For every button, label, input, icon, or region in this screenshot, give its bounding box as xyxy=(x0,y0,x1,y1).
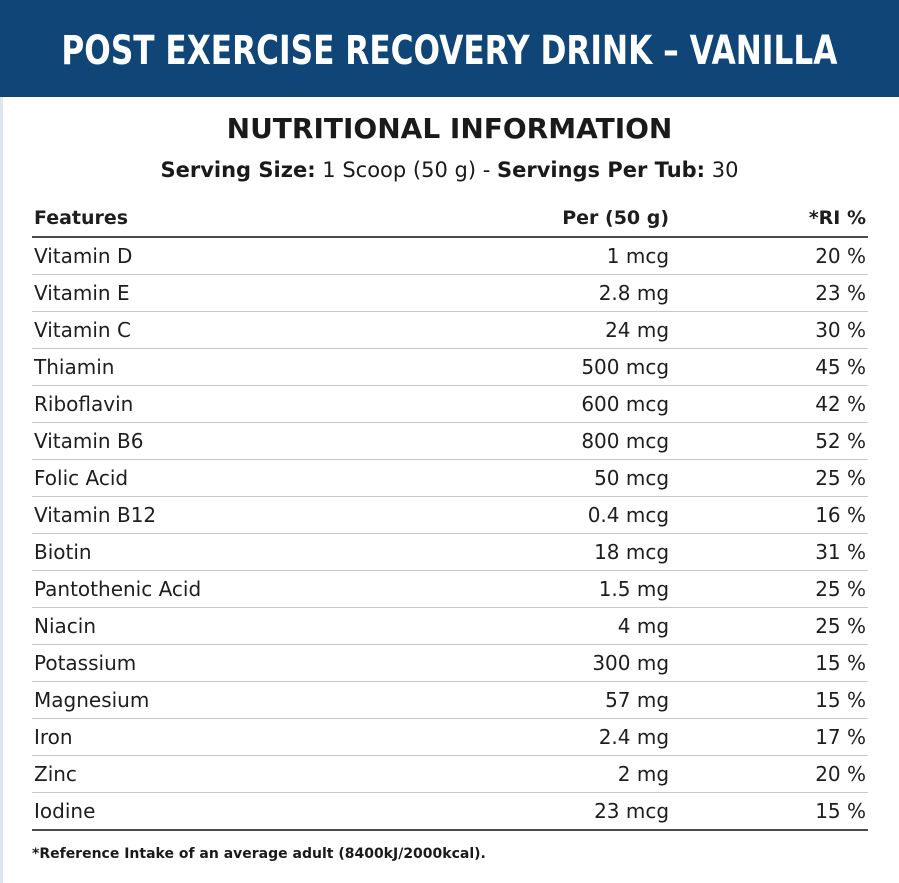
amount-per-serving: 300 mg xyxy=(450,644,672,682)
serving-info: Serving Size: 1 Scoop (50 g) - Servings … xyxy=(0,158,899,182)
table-row: Pantothenic Acid 1.5 mg 25 % xyxy=(32,570,868,608)
nutrient-name: Folic Acid xyxy=(32,459,451,497)
nutrient-name: Magnesium xyxy=(32,681,451,719)
amount-per-serving: 50 mcg xyxy=(450,459,672,497)
header-ri-percent: *RI % xyxy=(671,200,868,238)
servings-per-tub-label: Servings Per Tub: xyxy=(496,158,706,182)
amount-per-serving: 23 mcg xyxy=(450,792,672,831)
table-row: Iron 2.4 mg 17 % xyxy=(32,718,868,756)
table-header-row: Features Per (50 g) *RI % xyxy=(32,200,868,238)
nutrient-name: Biotin xyxy=(32,533,451,571)
nutrient-name: Iodine xyxy=(32,792,451,831)
ri-percent: 25 % xyxy=(671,570,868,608)
amount-per-serving: 1 mcg xyxy=(450,237,672,275)
nutrient-name: Niacin xyxy=(32,607,451,645)
table-row: Vitamin E 2.8 mg 23 % xyxy=(32,274,868,312)
amount-per-serving: 500 mcg xyxy=(450,348,672,386)
servings-per-tub-value: 30 xyxy=(711,158,739,182)
serving-size-value: 1 Scoop (50 g) xyxy=(322,158,477,182)
amount-per-serving: 18 mcg xyxy=(450,533,672,571)
table-row: Thiamin 500 mcg 45 % xyxy=(32,348,868,386)
section-heading: NUTRITIONAL INFORMATION xyxy=(226,112,673,145)
ri-percent: 30 % xyxy=(671,311,868,349)
ri-percent: 16 % xyxy=(671,496,868,534)
nutrient-name: Vitamin B6 xyxy=(32,422,451,460)
nutrient-name: Iron xyxy=(32,718,451,756)
product-title: POST EXERCISE RECOVERY DRINK – VANILLA xyxy=(61,27,838,74)
amount-per-serving: 1.5 mg xyxy=(450,570,672,608)
header-features: Features xyxy=(32,200,451,238)
table-row: Iodine 23 mcg 15 % xyxy=(32,792,868,831)
amount-per-serving: 2.4 mg xyxy=(450,718,672,756)
amount-per-serving: 800 mcg xyxy=(450,422,672,460)
ri-percent: 20 % xyxy=(671,755,868,793)
nutrient-name: Vitamin C xyxy=(32,311,451,349)
ri-percent: 20 % xyxy=(671,237,868,275)
ri-percent: 23 % xyxy=(671,274,868,312)
table-row: Vitamin C 24 mg 30 % xyxy=(32,311,868,349)
table-row: Niacin 4 mg 25 % xyxy=(32,607,868,645)
header-per-serving: Per (50 g) xyxy=(450,200,672,238)
ri-percent: 45 % xyxy=(671,348,868,386)
amount-per-serving: 57 mg xyxy=(450,681,672,719)
ri-percent: 17 % xyxy=(671,718,868,756)
table-row: Magnesium 57 mg 15 % xyxy=(32,681,868,719)
table-row: Zinc 2 mg 20 % xyxy=(32,755,868,793)
nutrient-name: Potassium xyxy=(32,644,451,682)
ri-percent: 15 % xyxy=(671,681,868,719)
ri-percent: 52 % xyxy=(671,422,868,460)
table-row: Biotin 18 mcg 31 % xyxy=(32,533,868,571)
amount-per-serving: 2.8 mg xyxy=(450,274,672,312)
reference-intake-footnote: *Reference Intake of an average adult (8… xyxy=(32,846,486,862)
nutrient-name: Zinc xyxy=(32,755,451,793)
serving-size-label: Serving Size: xyxy=(160,158,316,182)
left-edge-border xyxy=(0,97,3,883)
ri-percent: 42 % xyxy=(671,385,868,423)
amount-per-serving: 4 mg xyxy=(450,607,672,645)
nutrient-name: Vitamin E xyxy=(32,274,451,312)
amount-per-serving: 0.4 mcg xyxy=(450,496,672,534)
nutrient-name: Vitamin B12 xyxy=(32,496,451,534)
nutrient-name: Thiamin xyxy=(32,348,451,386)
table-row: Potassium 300 mg 15 % xyxy=(32,644,868,682)
ri-percent: 31 % xyxy=(671,533,868,571)
amount-per-serving: 600 mcg xyxy=(450,385,672,423)
serving-separator: - xyxy=(482,158,491,182)
ri-percent: 15 % xyxy=(671,792,868,831)
amount-per-serving: 2 mg xyxy=(450,755,672,793)
table-row: Vitamin B6 800 mcg 52 % xyxy=(32,422,868,460)
table-row: Vitamin B12 0.4 mcg 16 % xyxy=(32,496,868,534)
nutrient-name: Pantothenic Acid xyxy=(32,570,451,608)
table-row: Folic Acid 50 mcg 25 % xyxy=(32,459,868,497)
nutrient-name: Vitamin D xyxy=(32,237,451,275)
title-banner: POST EXERCISE RECOVERY DRINK – VANILLA xyxy=(0,0,899,97)
table-row: Riboflavin 600 mcg 42 % xyxy=(32,385,868,423)
ri-percent: 25 % xyxy=(671,459,868,497)
ri-percent: 25 % xyxy=(671,607,868,645)
nutrient-name: Riboflavin xyxy=(32,385,451,423)
amount-per-serving: 24 mg xyxy=(450,311,672,349)
ri-percent: 15 % xyxy=(671,644,868,682)
